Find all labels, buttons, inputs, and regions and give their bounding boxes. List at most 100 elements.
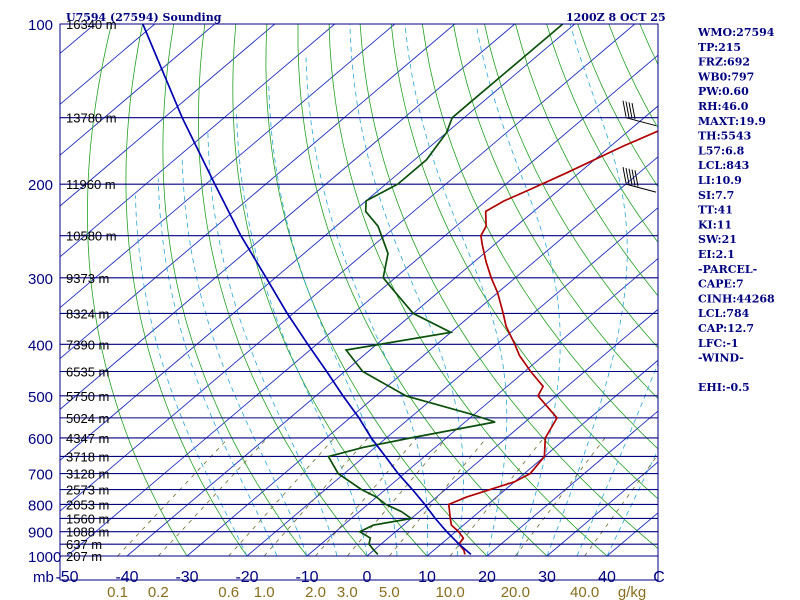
pressure-tick-label: 200 — [28, 177, 53, 194]
temperature-line — [447, 130, 658, 555]
isotherm-line — [60, 24, 216, 156]
mixing-ratio-label: 1.0 — [254, 584, 275, 600]
isotherm-line — [426, 359, 658, 557]
mixing-ratio-line — [584, 453, 658, 557]
isotherm-line — [306, 257, 658, 557]
parcel-line — [142, 24, 472, 556]
temperature-tick-label: -50 — [55, 569, 78, 586]
temperature-tick-label: 0 — [363, 569, 372, 586]
wind-barb-flag — [631, 102, 636, 120]
dry-adiabat-line — [764, 24, 800, 556]
index-row: -WIND- — [698, 352, 744, 365]
isotherm-line — [546, 461, 658, 557]
height-label: 10580 m — [66, 229, 117, 244]
moist-adiabat-line — [181, 159, 308, 557]
index-row: TH:5543 — [698, 130, 751, 143]
height-label: 8324 m — [66, 306, 109, 321]
isotherm-line — [60, 24, 636, 512]
height-label: 11960 m — [66, 177, 116, 192]
height-label: 5024 m — [66, 411, 109, 426]
pressure-tick-label: 400 — [28, 337, 53, 354]
series-lines — [142, 24, 658, 556]
plot-border — [59, 23, 659, 581]
pressure-tick-label: 700 — [28, 467, 53, 484]
mixing-ratio-label: 10.0 — [436, 584, 465, 600]
index-row: LCL:843 — [698, 159, 749, 172]
mixing-ratio-label: 3.0 — [337, 584, 358, 600]
index-row: TT:41 — [698, 204, 733, 217]
moist-adiabat-line — [157, 178, 278, 557]
isotherm-line — [66, 54, 658, 557]
wind-barb — [622, 167, 657, 193]
height-label: 207 m — [66, 549, 102, 564]
temperature-tick-label: -20 — [235, 569, 258, 586]
dry-adiabat-line — [795, 24, 800, 556]
pressure-tick-label: 800 — [28, 497, 53, 514]
mixing-ratio-label: 20.0 — [501, 584, 530, 600]
height-label: 3128 m — [66, 467, 109, 482]
mixing-ratio-line — [515, 437, 606, 557]
pressure-tick-label: 300 — [28, 271, 53, 288]
mixing-ratio-label: 2.0 — [305, 584, 326, 600]
index-row: CINH:44268 — [698, 292, 775, 305]
moist-adiabat-line — [268, 84, 398, 557]
index-row: CAPE:7 — [698, 278, 744, 291]
wind-barb-flag — [631, 169, 636, 186]
isotherm-line — [366, 308, 658, 557]
temperature-tick-label: 20 — [478, 569, 496, 586]
wind-barb — [622, 100, 657, 127]
time-label: 1200Z 8 OCT 25 — [566, 11, 666, 24]
plot-area — [60, 24, 658, 580]
index-row: -PARCEL- — [698, 263, 757, 276]
height-label: 6535 m — [66, 365, 109, 380]
isotherm-line — [246, 207, 658, 557]
mixing-ratio-label: 5.0 — [379, 584, 400, 600]
index-row: WMO:27594 — [697, 26, 775, 39]
index-row: PW:0.60 — [698, 85, 749, 98]
pressure-unit-label: mb — [33, 569, 54, 586]
wind-barbs — [622, 100, 657, 193]
mixing-ratio-line — [315, 437, 417, 557]
pressure-tick-label: 100 — [28, 17, 53, 34]
height-label: 9373 m — [66, 271, 109, 286]
wind-barb-flag — [634, 170, 639, 187]
pressure-tick-label: 500 — [28, 389, 53, 406]
temperature-tick-label: -30 — [175, 569, 198, 586]
mixing-ratio-label: 0.1 — [107, 584, 128, 600]
index-row: KI:11 — [698, 218, 732, 231]
index-row: EHI:-0.5 — [698, 381, 750, 394]
index-row: EI:2.1 — [698, 248, 735, 261]
temperature-unit-label: C — [653, 569, 665, 586]
mixing-ratio-label: 0.2 — [148, 584, 169, 600]
height-label: 1560 m — [66, 511, 109, 526]
index-row: FRZ:692 — [698, 56, 750, 69]
wind-barb-flag — [625, 101, 630, 118]
isotherm-line — [60, 24, 516, 410]
mixing-ratio-line — [346, 437, 447, 557]
height-label: 4347 m — [66, 431, 109, 446]
height-label: 5750 m — [66, 389, 109, 404]
index-row: SI:7.7 — [698, 189, 734, 202]
isotherm-line — [60, 24, 396, 309]
mixing-ratio-line — [389, 437, 487, 557]
isotherm-line — [126, 105, 658, 557]
index-row: MAXT:19.9 — [698, 115, 766, 128]
isotherm-line — [60, 24, 276, 207]
wind-barb-staff — [625, 183, 657, 193]
height-label: 2053 m — [66, 497, 109, 512]
wind-barb-flag — [625, 167, 630, 185]
pressure-tick-label: 900 — [28, 525, 53, 542]
isotherm-line — [486, 410, 658, 557]
mixing-ratio-label: 40.0 — [570, 584, 599, 600]
index-row: L57:6.8 — [698, 144, 745, 157]
mixing-ratio-label: 0.6 — [218, 584, 239, 600]
temperature-tick-label: 40 — [598, 569, 616, 586]
dewpoint-line — [327, 24, 564, 555]
temperature-tick-label: 30 — [538, 569, 556, 586]
index-row: SW:21 — [698, 233, 737, 246]
moist-adiabat-line — [135, 195, 248, 557]
moist-adiabat-line — [305, 56, 429, 557]
